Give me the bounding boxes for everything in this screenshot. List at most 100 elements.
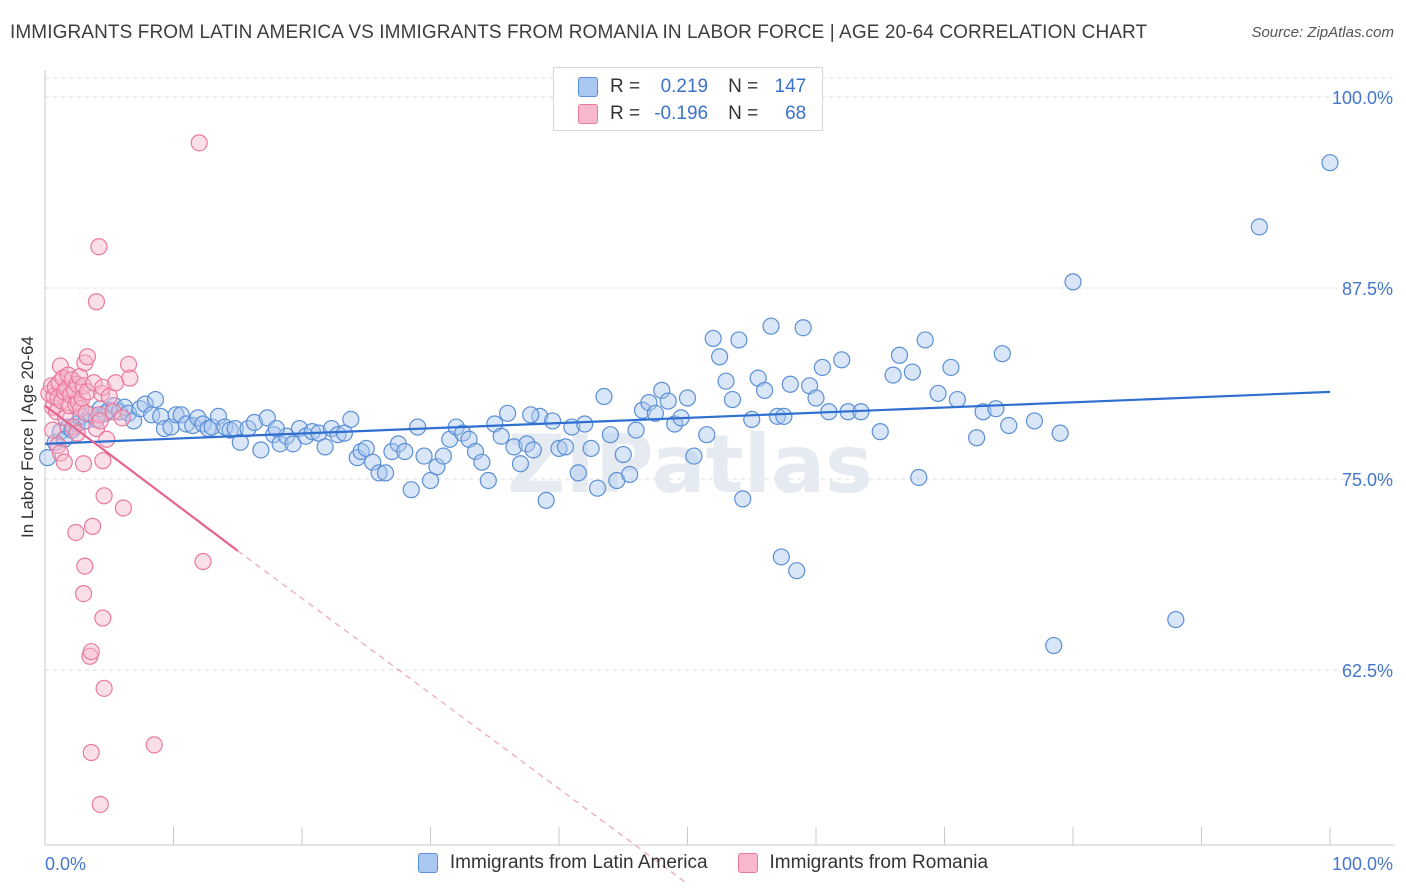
- data-point-latin-america: [466, 442, 485, 461]
- data-point-romania: [91, 412, 109, 430]
- data-point-latin-america: [653, 381, 671, 399]
- data-point-latin-america: [342, 410, 360, 429]
- series-romania-points: [40, 134, 212, 814]
- data-point-romania: [94, 378, 112, 396]
- data-point-romania: [87, 293, 106, 311]
- legend-r-label: R =: [610, 103, 641, 124]
- data-point-latin-america: [434, 447, 452, 465]
- y-tick-labels: 100.0% 87.5% 75.0% 62.5%: [1332, 88, 1393, 681]
- data-point-romania: [82, 743, 100, 762]
- data-point-latin-america: [511, 455, 530, 473]
- series-latin-america-points: [38, 154, 1339, 655]
- data-point-latin-america: [987, 400, 1005, 418]
- gridlines: [45, 77, 1395, 671]
- legend-r-value: 0.219: [660, 76, 709, 97]
- data-point-latin-america: [357, 439, 375, 458]
- data-point-romania: [104, 403, 122, 421]
- data-point-latin-america: [155, 419, 174, 438]
- trend-line-romania-extension: [237, 550, 688, 885]
- data-point-latin-america: [614, 445, 632, 464]
- data-point-latin-america: [646, 404, 664, 422]
- data-point-latin-america: [890, 346, 909, 364]
- data-point-latin-america: [1025, 412, 1044, 430]
- legend-swatch-blue: [578, 77, 598, 97]
- data-point-latin-america: [743, 410, 761, 429]
- trend-line-latin-america: [44, 390, 1331, 445]
- data-point-latin-america: [717, 372, 735, 390]
- data-point-latin-america: [1045, 636, 1063, 655]
- data-point-latin-america: [316, 438, 334, 456]
- data-point-latin-america: [473, 453, 491, 471]
- data-point-romania: [76, 557, 94, 575]
- y-tick-label: 75.0%: [1342, 470, 1393, 490]
- data-point-latin-america: [942, 358, 960, 377]
- data-point-latin-america: [479, 471, 497, 490]
- trend-lines: [44, 390, 1331, 885]
- data-point-latin-america: [522, 406, 540, 424]
- data-point-latin-america: [396, 442, 414, 461]
- data-point-latin-america: [582, 439, 600, 458]
- data-point-romania: [78, 348, 97, 366]
- data-point-latin-america: [421, 471, 440, 490]
- trend-line-romania: [44, 404, 239, 552]
- data-point-romania: [51, 444, 70, 462]
- data-point-latin-america: [415, 447, 433, 465]
- data-point-latin-america: [284, 435, 302, 453]
- data-point-romania: [190, 134, 208, 152]
- data-point-latin-america: [1250, 218, 1268, 236]
- data-point-latin-america: [775, 407, 793, 425]
- data-point-latin-america: [267, 419, 285, 438]
- data-point-romania: [98, 430, 116, 448]
- data-point-romania: [82, 643, 100, 661]
- data-point-romania: [145, 736, 163, 754]
- data-point-latin-america: [974, 403, 992, 421]
- y-tick-label: 87.5%: [1342, 279, 1393, 299]
- data-point-romania: [68, 424, 86, 442]
- data-point-latin-america: [993, 345, 1011, 363]
- data-point-latin-america: [884, 366, 902, 384]
- legend-row-latin-america: R = 0.219 N = 147: [578, 75, 806, 99]
- data-point-latin-america: [903, 363, 921, 381]
- data-point-latin-america: [813, 358, 832, 377]
- data-point-latin-america: [524, 441, 542, 459]
- data-point-latin-america: [768, 407, 787, 425]
- legend-row-romania: R = -0.196 N = 68: [578, 102, 806, 126]
- x-tick-label: 0.0%: [45, 854, 86, 874]
- legend-r-label: R =: [610, 76, 641, 97]
- data-point-romania: [83, 517, 102, 535]
- data-point-latin-america: [492, 427, 510, 445]
- data-point-latin-america: [376, 464, 395, 482]
- data-point-romania: [90, 238, 108, 256]
- data-point-romania: [74, 584, 93, 603]
- y-tick-label: 100.0%: [1332, 88, 1393, 108]
- data-point-romania: [119, 355, 138, 373]
- data-point-romania: [44, 421, 62, 439]
- data-point-latin-america: [968, 429, 986, 447]
- data-point-latin-america: [505, 438, 523, 456]
- data-point-latin-america: [38, 449, 57, 467]
- data-point-latin-america: [627, 421, 645, 439]
- data-point-latin-america: [252, 441, 270, 459]
- data-point-latin-america: [755, 381, 774, 399]
- data-point-latin-america: [550, 439, 568, 458]
- data-point-romania: [94, 609, 112, 627]
- data-point-romania: [121, 369, 139, 387]
- data-point-latin-america: [595, 387, 613, 406]
- data-point-latin-america: [621, 465, 639, 484]
- data-point-latin-america: [704, 329, 722, 348]
- x-tick-labels: 0.0% 100.0%: [45, 854, 1393, 874]
- data-point-romania: [114, 499, 132, 517]
- legend-n-label: N =: [728, 76, 759, 97]
- legend-label-romania: Immigrants from Romania: [769, 852, 989, 873]
- data-point-romania: [74, 455, 93, 473]
- data-point-latin-america: [409, 418, 427, 436]
- data-point-latin-america: [1000, 416, 1018, 435]
- data-point-latin-america: [194, 415, 212, 433]
- data-point-latin-america: [659, 392, 677, 410]
- data-point-latin-america: [370, 464, 388, 482]
- legend-n-label: N =: [728, 103, 759, 124]
- data-point-romania: [90, 406, 108, 424]
- chart-title: IMMIGRANTS FROM LATIN AMERICA VS IMMIGRA…: [10, 22, 1148, 43]
- data-point-latin-america: [543, 412, 562, 430]
- data-point-latin-america: [499, 404, 517, 422]
